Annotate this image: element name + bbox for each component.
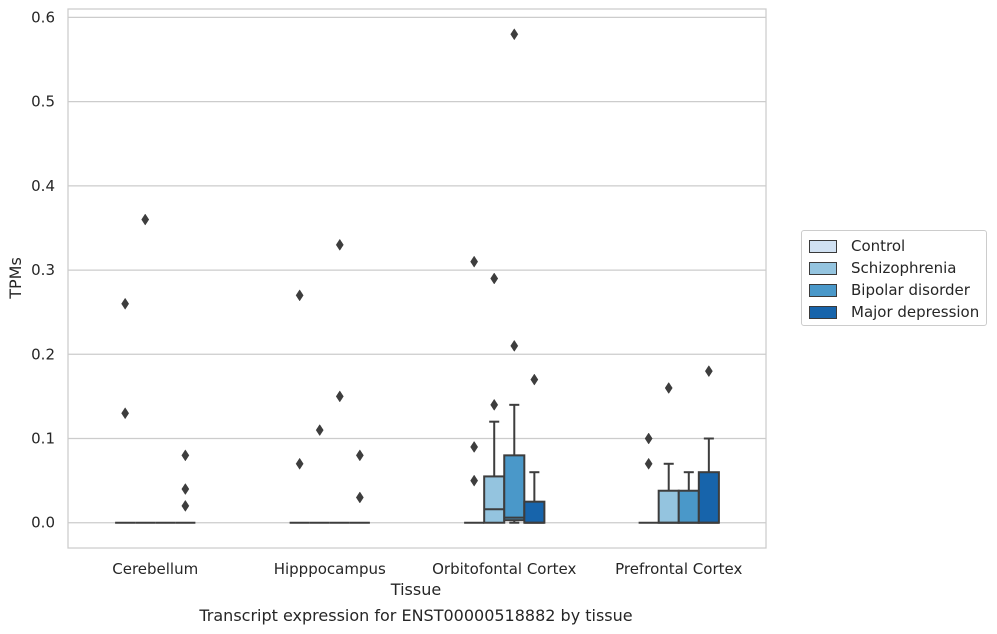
- series-major-depression: [175, 365, 720, 524]
- outlier-point: [644, 457, 653, 470]
- legend-label: Schizophrenia: [851, 259, 957, 277]
- box-series: [115, 28, 720, 524]
- legend-swatch-schizophrenia: [809, 261, 837, 275]
- series-control: [115, 255, 659, 524]
- y-tick-label: 0.3: [31, 261, 55, 279]
- y-tick-label: 0.4: [31, 177, 55, 195]
- y-axis-label: TPMs: [6, 257, 25, 300]
- y-tick-label: 0.1: [31, 430, 55, 448]
- outlier-point: [295, 289, 304, 302]
- legend-item-control: Control: [809, 236, 905, 256]
- y-gridlines: [68, 16, 766, 524]
- legend: Control Schizophrenia Bipolar disorder M…: [801, 230, 987, 326]
- series-bipolar-disorder: [155, 28, 700, 524]
- legend-label: Control: [851, 237, 906, 255]
- outlier-point: [335, 238, 344, 251]
- y-tick-label: 0.5: [31, 93, 55, 111]
- legend-swatch-control: [809, 239, 837, 253]
- legend-swatch-major-depression: [809, 305, 837, 319]
- box: [657, 489, 680, 524]
- outlier-point: [530, 373, 539, 386]
- box: [697, 471, 720, 524]
- series-schizophrenia: [135, 213, 680, 524]
- outlier-point: [181, 483, 190, 496]
- y-tick-labels: 0.0 0.1 0.2 0.3 0.4 0.5 0.6: [31, 8, 55, 531]
- outlier-point: [664, 382, 673, 394]
- legend-item-bipolar-disorder: Bipolar disorder: [809, 280, 970, 300]
- box: [523, 500, 546, 524]
- x-tick-label: Prefrontal Cortex: [615, 560, 742, 578]
- box: [677, 489, 700, 524]
- outlier-point: [470, 474, 479, 487]
- box: [503, 454, 526, 522]
- outlier-point: [295, 457, 304, 470]
- outlier-point: [335, 390, 344, 403]
- y-tick-label: 0.2: [31, 345, 55, 363]
- x-tick-label: Orbitofontal Cortex: [432, 560, 576, 578]
- legend-swatch-bipolar-disorder: [809, 283, 837, 297]
- legend-item-schizophrenia: Schizophrenia: [809, 258, 956, 278]
- outlier-point: [644, 432, 653, 445]
- legend-item-major-depression: Major depression: [809, 302, 979, 322]
- plot-frame: [67, 8, 767, 549]
- legend-label: Major depression: [851, 303, 980, 321]
- x-tick-label: Cerebellum: [112, 560, 198, 578]
- outlier-point: [510, 339, 519, 352]
- outlier-point: [121, 297, 130, 310]
- outlier-point: [315, 424, 324, 437]
- outlier-point: [181, 449, 190, 462]
- x-tick-labels: Cerebellum Hipppocampus Orbitofontal Corte…: [112, 560, 742, 578]
- outlier-point: [490, 272, 499, 285]
- y-tick-label: 0.6: [31, 8, 55, 26]
- legend-label: Bipolar disorder: [851, 281, 970, 299]
- outlier-point: [470, 440, 479, 453]
- outlier-point: [704, 365, 713, 378]
- figure-caption: Transcript expression for ENST0000051888…: [199, 606, 633, 625]
- outlier-point: [181, 499, 190, 512]
- outlier-point: [355, 491, 364, 504]
- box: [483, 475, 506, 524]
- x-tick-label: Hipppocampus: [274, 560, 386, 578]
- outlier-point: [510, 28, 519, 41]
- outlier-point: [355, 449, 364, 462]
- outlier-point: [141, 213, 150, 226]
- outlier-point: [490, 398, 499, 411]
- y-tick-label: 0.0: [31, 514, 55, 532]
- x-axis-label: Tissue: [390, 580, 441, 599]
- outlier-point: [121, 407, 130, 420]
- outlier-point: [470, 255, 479, 268]
